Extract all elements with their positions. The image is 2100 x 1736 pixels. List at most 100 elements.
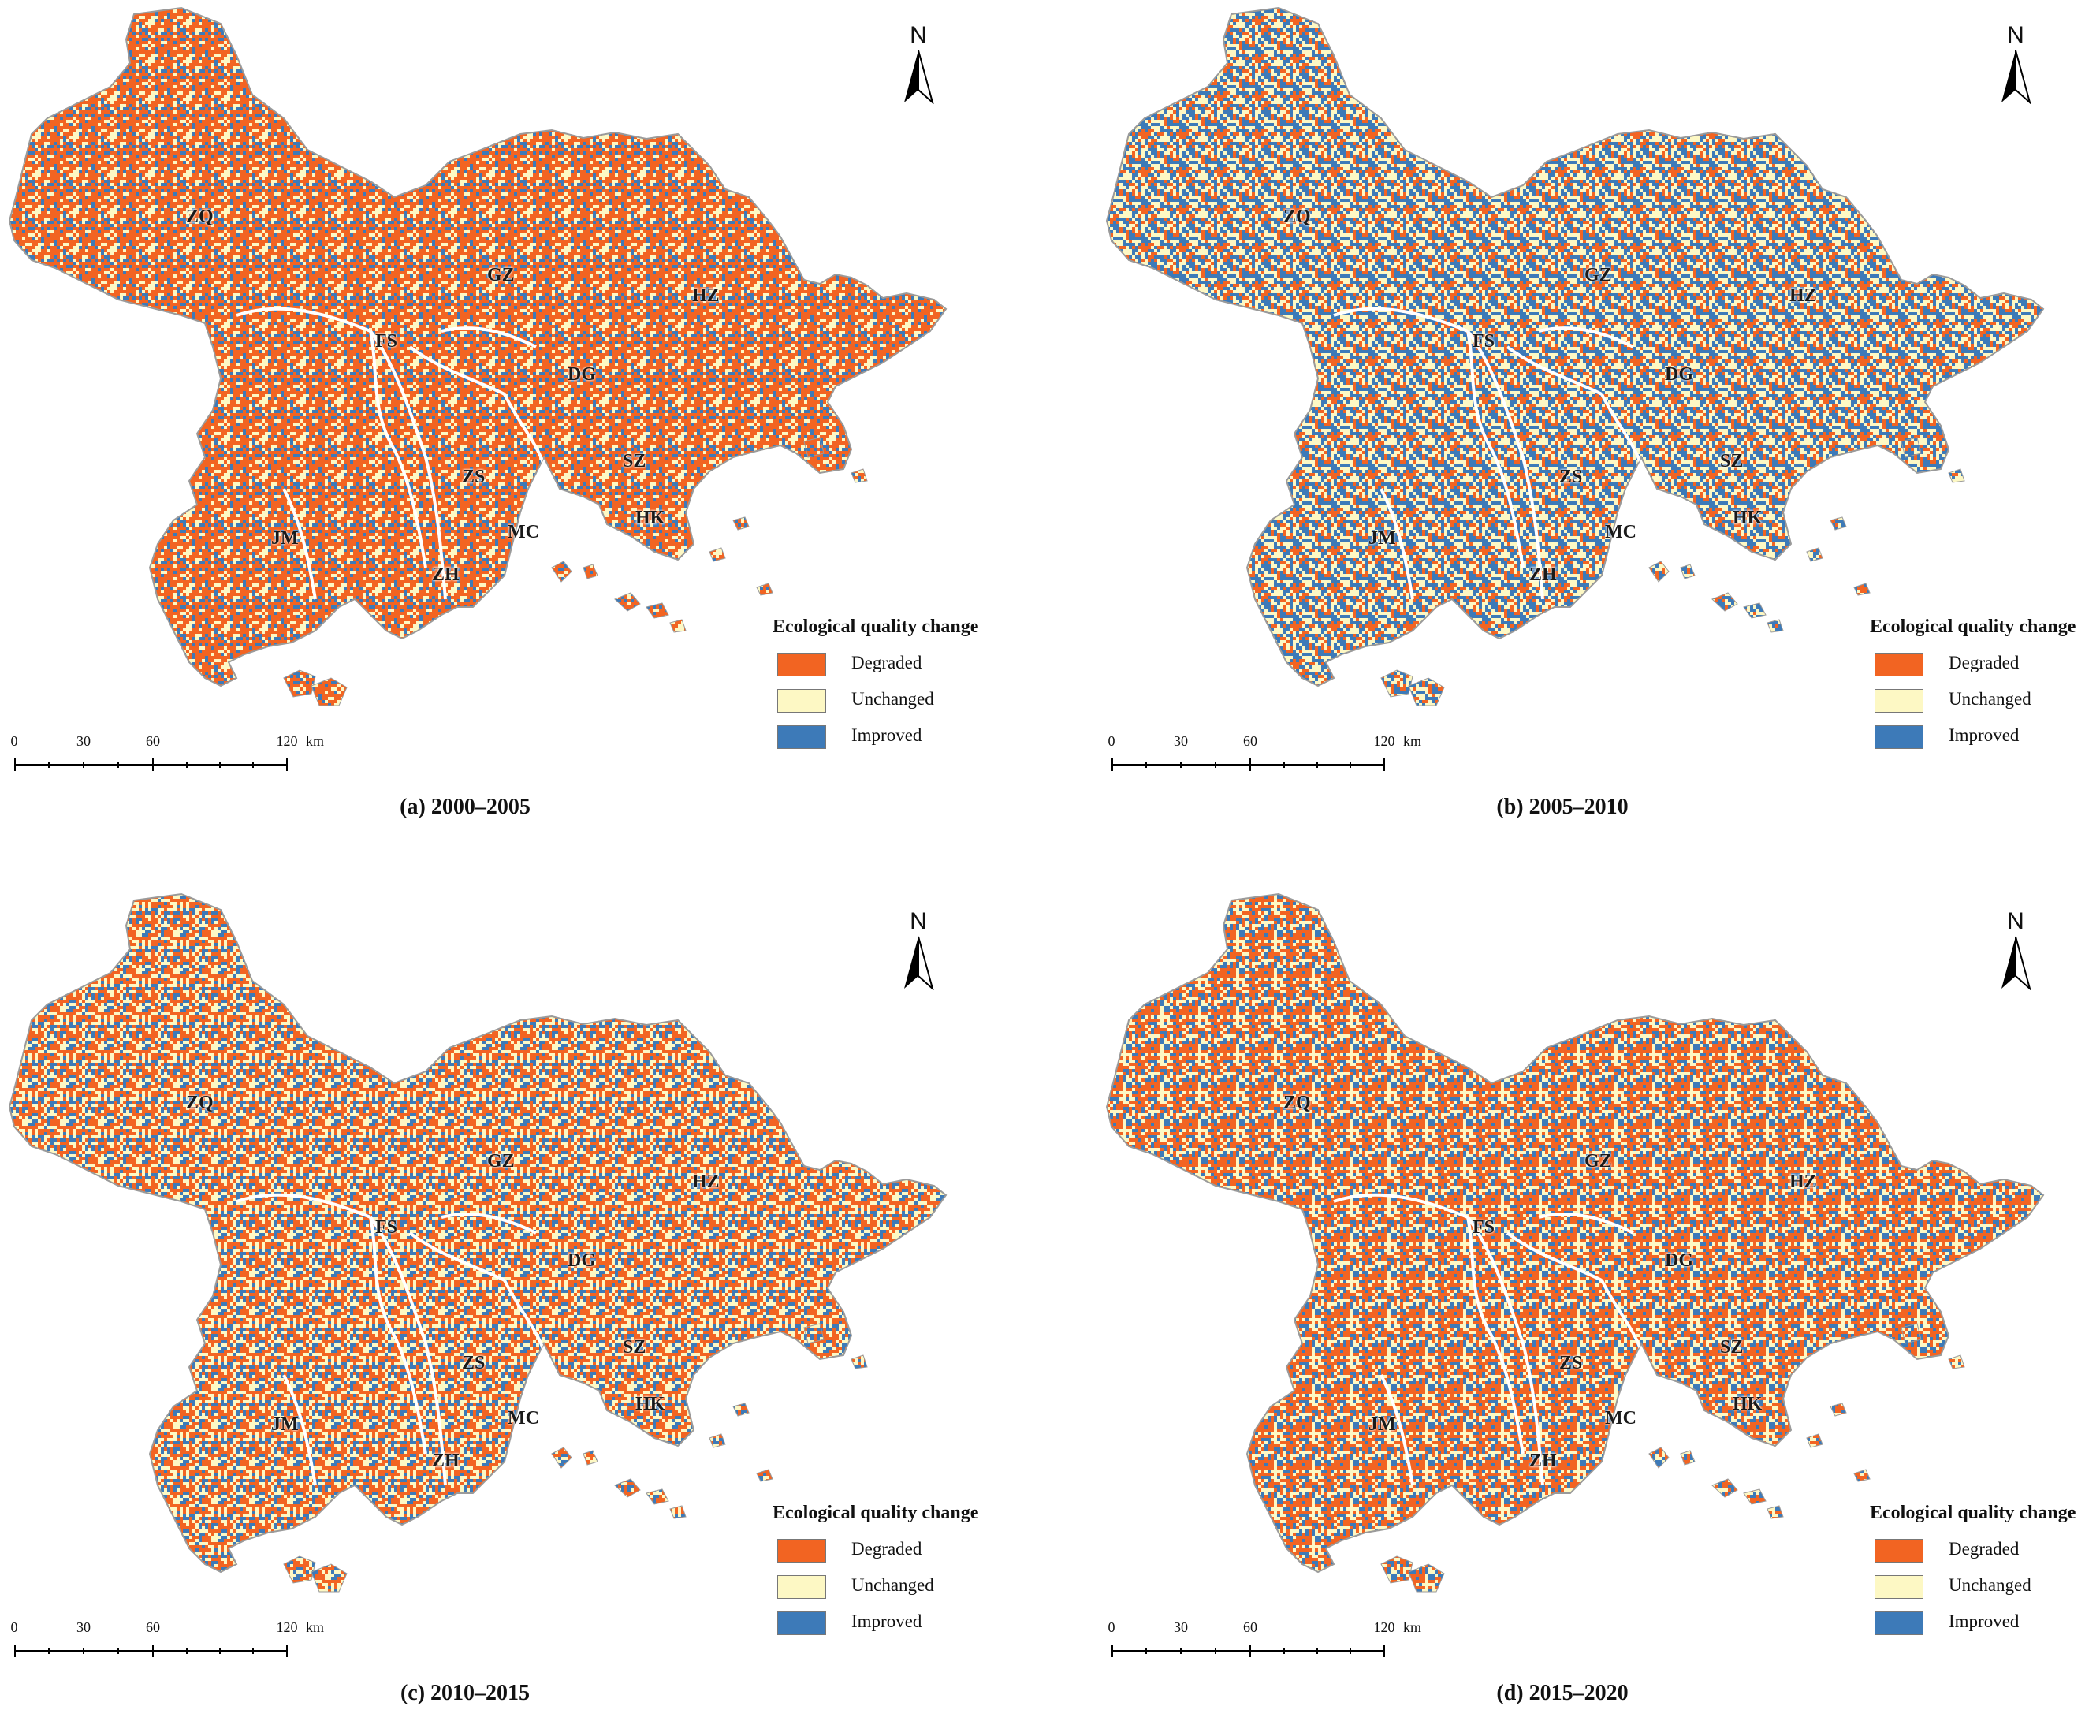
north-arrow-icon [2001, 936, 2031, 991]
city-label-gz: GZ [487, 265, 515, 285]
city-label-sz: SZ [1720, 451, 1744, 471]
region-map [1105, 892, 2045, 1593]
legend-label: Degraded [851, 653, 922, 672]
island [1711, 1478, 1738, 1498]
city-label-dg: DG [568, 364, 596, 385]
island [803, 1323, 825, 1344]
city-label-zh: ZH [432, 1451, 460, 1471]
island [851, 468, 868, 483]
legend-swatch [777, 725, 826, 749]
river [408, 1231, 505, 1282]
city-label-mc: MC [1605, 1408, 1636, 1429]
north-arrow: N [1996, 908, 2035, 994]
scale-unit: km [1403, 733, 1422, 749]
legend-swatch [1875, 1611, 1923, 1635]
city-label-zs: ZS [462, 467, 486, 487]
city-label-jm: JM [271, 1414, 299, 1435]
legend: Ecological quality change Degraded Uncha… [773, 1503, 1009, 1645]
river [1466, 1216, 1544, 1486]
scale-label-30: 30 [1174, 733, 1188, 749]
legend-title: Ecological quality change [1870, 617, 2076, 637]
island [851, 1354, 868, 1369]
city-label-zs: ZS [1559, 1353, 1583, 1373]
scale-label-60: 60 [146, 733, 160, 749]
map-panel-b: N ZQ GZ HZ FS DG SZ ZS HK JM MC ZH Ecolo… [1097, 0, 2100, 850]
river [408, 345, 505, 396]
region-map [8, 6, 948, 706]
city-label-hz: HZ [1789, 285, 1817, 306]
river [503, 1280, 545, 1352]
map-panel-a: N ZQ GZ HZ FS DG SZ ZS HK JM MC ZH Ecolo… [0, 0, 1050, 850]
city-label-hk: HK [635, 1394, 665, 1414]
island [614, 592, 641, 612]
island [756, 583, 773, 596]
scale-label-60: 60 [146, 1619, 160, 1635]
island [1806, 547, 1823, 562]
river [1380, 488, 1414, 600]
river [282, 488, 317, 600]
river [1466, 330, 1544, 600]
legend-label: Unchanged [1949, 1575, 2031, 1595]
city-label-zh: ZH [1529, 564, 1557, 585]
river [1466, 330, 1525, 568]
island [709, 1433, 726, 1448]
island [1648, 1447, 1670, 1469]
scale-label-120: 120 [1373, 1619, 1395, 1635]
river [1333, 307, 1469, 333]
river [1600, 393, 1643, 466]
legend-swatch [1875, 1575, 1923, 1599]
river-network [1333, 307, 1643, 600]
city-label-zq: ZQ [186, 1093, 214, 1113]
land-area [8, 892, 948, 1574]
legend-swatch [777, 653, 826, 676]
scale-label-30: 30 [76, 1619, 91, 1635]
river [1506, 1231, 1603, 1282]
island [311, 677, 348, 706]
city-label-fs: FS [375, 1217, 398, 1238]
island [1948, 468, 1965, 483]
scale-label-30: 30 [76, 733, 91, 749]
legend-title: Ecological quality change [773, 1503, 979, 1523]
scale-bar-line [1111, 758, 1385, 771]
scale-label-0: 0 [10, 733, 18, 749]
island [1806, 1433, 1823, 1448]
legend-label: Degraded [1949, 653, 2020, 672]
scale-label-120: 120 [276, 1619, 298, 1635]
city-label-fs: FS [1473, 331, 1495, 352]
island [614, 1478, 641, 1498]
city-label-zh: ZH [1529, 1451, 1557, 1471]
river [1506, 345, 1603, 396]
legend-label: Unchanged [1949, 689, 2031, 709]
island [283, 1555, 316, 1584]
river [441, 1213, 537, 1235]
city-label-hz: HZ [1789, 1172, 1817, 1192]
panel-caption: (c) 2010–2015 [400, 1681, 531, 1705]
north-arrow: N [899, 22, 938, 108]
island [646, 602, 669, 619]
city-label-sz: SZ [1720, 1337, 1744, 1358]
panel-caption: (a) 2000–2005 [400, 795, 531, 819]
city-label-dg: DG [1665, 1250, 1693, 1271]
island [1767, 619, 1784, 633]
scale-bar: 0 30 60 120 km [1108, 1619, 1427, 1659]
river [1538, 326, 1634, 348]
city-label-mc: MC [508, 1408, 539, 1429]
legend-label: Improved [1949, 1611, 2020, 1631]
island [1830, 1403, 1847, 1417]
island [1853, 1469, 1871, 1482]
scale-label-120: 120 [1373, 733, 1395, 749]
island [283, 669, 316, 698]
north-label: N [2007, 22, 2024, 48]
river-network [236, 307, 545, 600]
scale-bar-line [1111, 1645, 1385, 1657]
island [1948, 1354, 1965, 1369]
land-area [8, 6, 948, 687]
island [1680, 1450, 1696, 1466]
island [1743, 602, 1767, 619]
city-label-dg: DG [568, 1250, 596, 1271]
scale-label-120: 120 [276, 733, 298, 749]
land-area [1105, 6, 2045, 687]
island [1901, 437, 1922, 458]
legend-label: Improved [1949, 725, 2020, 745]
legend-swatch [777, 689, 826, 713]
